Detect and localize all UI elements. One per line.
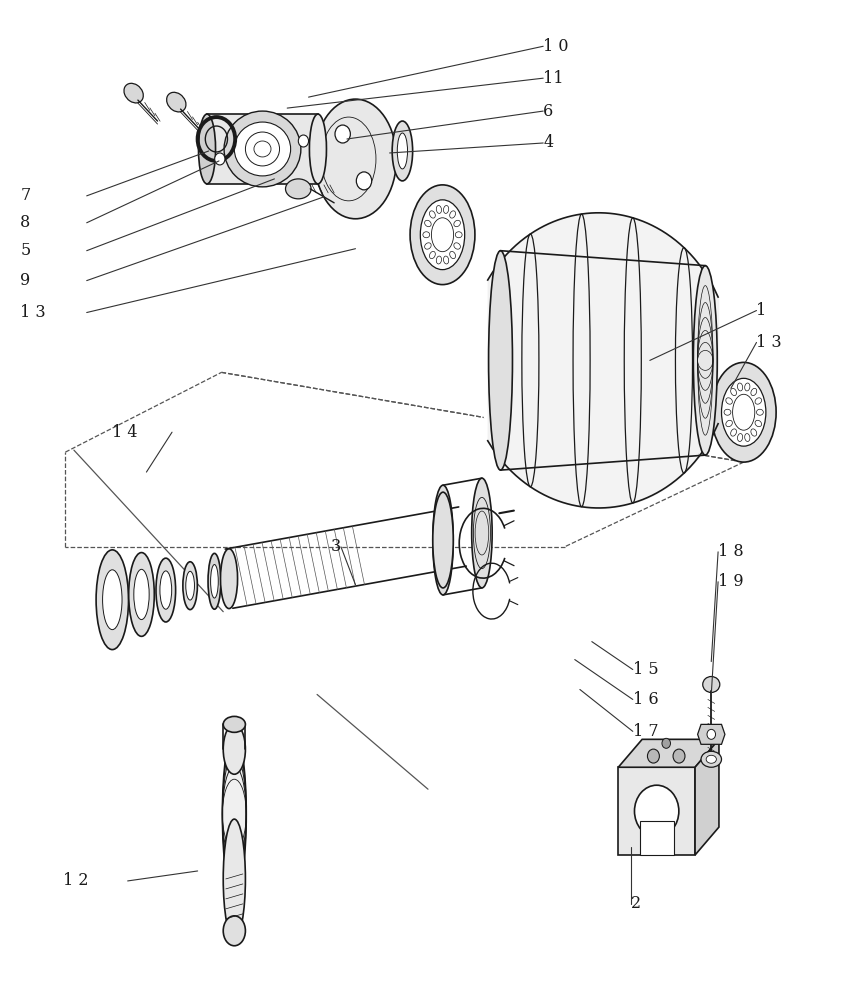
Circle shape bbox=[647, 749, 659, 763]
Ellipse shape bbox=[223, 724, 246, 774]
Text: 11: 11 bbox=[544, 70, 564, 87]
Ellipse shape bbox=[96, 550, 128, 650]
Ellipse shape bbox=[128, 553, 154, 636]
Ellipse shape bbox=[124, 83, 143, 103]
Circle shape bbox=[298, 135, 308, 147]
Ellipse shape bbox=[489, 251, 513, 470]
Ellipse shape bbox=[221, 726, 248, 902]
Ellipse shape bbox=[199, 114, 216, 184]
Ellipse shape bbox=[722, 378, 766, 446]
Text: 1 7: 1 7 bbox=[633, 723, 658, 740]
Ellipse shape bbox=[433, 485, 454, 595]
Ellipse shape bbox=[235, 122, 291, 176]
Ellipse shape bbox=[397, 133, 407, 169]
Text: 6: 6 bbox=[544, 103, 554, 120]
Text: 4: 4 bbox=[544, 134, 553, 151]
Text: 3: 3 bbox=[330, 538, 341, 555]
Ellipse shape bbox=[223, 819, 246, 939]
Text: 1 8: 1 8 bbox=[718, 543, 744, 560]
Ellipse shape bbox=[703, 677, 720, 692]
Ellipse shape bbox=[211, 565, 218, 598]
Polygon shape bbox=[618, 739, 719, 767]
Text: 9: 9 bbox=[21, 272, 31, 289]
Ellipse shape bbox=[167, 92, 186, 112]
Circle shape bbox=[662, 738, 670, 748]
Ellipse shape bbox=[420, 200, 465, 270]
Ellipse shape bbox=[156, 558, 175, 622]
Ellipse shape bbox=[314, 99, 396, 219]
Ellipse shape bbox=[475, 206, 722, 515]
Ellipse shape bbox=[208, 553, 221, 609]
Text: 1 3: 1 3 bbox=[21, 304, 45, 321]
Ellipse shape bbox=[183, 562, 198, 610]
Polygon shape bbox=[639, 821, 674, 855]
Text: 1 6: 1 6 bbox=[633, 691, 658, 708]
Circle shape bbox=[356, 172, 372, 190]
Text: 1: 1 bbox=[757, 302, 767, 319]
Ellipse shape bbox=[223, 716, 246, 732]
Ellipse shape bbox=[433, 492, 454, 588]
Ellipse shape bbox=[706, 755, 716, 763]
Ellipse shape bbox=[286, 179, 311, 199]
Ellipse shape bbox=[103, 570, 122, 630]
Text: 1 2: 1 2 bbox=[62, 872, 88, 889]
Polygon shape bbox=[698, 724, 725, 744]
Circle shape bbox=[673, 749, 685, 763]
Polygon shape bbox=[207, 114, 318, 184]
Text: 1 9: 1 9 bbox=[718, 573, 744, 590]
Circle shape bbox=[215, 153, 225, 165]
Text: 5: 5 bbox=[21, 242, 31, 259]
Ellipse shape bbox=[693, 266, 717, 455]
Ellipse shape bbox=[392, 121, 413, 181]
Ellipse shape bbox=[134, 569, 149, 620]
Ellipse shape bbox=[224, 111, 300, 187]
Polygon shape bbox=[618, 767, 695, 855]
Circle shape bbox=[335, 125, 350, 143]
Ellipse shape bbox=[410, 185, 475, 285]
Ellipse shape bbox=[160, 571, 172, 609]
Ellipse shape bbox=[223, 916, 246, 946]
Ellipse shape bbox=[701, 751, 722, 767]
Ellipse shape bbox=[711, 362, 776, 462]
Text: 1 4: 1 4 bbox=[112, 424, 138, 441]
Text: 1 0: 1 0 bbox=[544, 38, 568, 55]
Ellipse shape bbox=[472, 478, 492, 588]
Text: 1 3: 1 3 bbox=[757, 334, 782, 351]
Text: 8: 8 bbox=[21, 214, 31, 231]
Circle shape bbox=[634, 785, 679, 837]
Ellipse shape bbox=[211, 99, 313, 199]
Text: 1 5: 1 5 bbox=[633, 661, 658, 678]
Ellipse shape bbox=[309, 114, 326, 184]
Text: 7: 7 bbox=[21, 187, 31, 204]
Ellipse shape bbox=[221, 549, 238, 609]
Polygon shape bbox=[695, 739, 719, 855]
Circle shape bbox=[707, 729, 716, 739]
Ellipse shape bbox=[254, 141, 271, 157]
Ellipse shape bbox=[223, 732, 247, 896]
Text: 2: 2 bbox=[631, 895, 641, 912]
Ellipse shape bbox=[186, 571, 194, 600]
